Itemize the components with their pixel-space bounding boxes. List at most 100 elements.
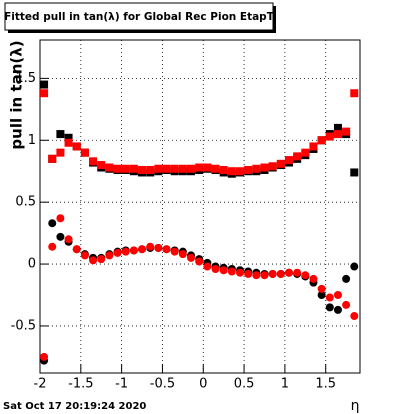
marker — [236, 268, 244, 277]
marker — [72, 142, 81, 151]
marker — [121, 247, 130, 256]
marker — [325, 303, 334, 312]
marker — [80, 251, 89, 260]
marker — [333, 305, 342, 314]
marker — [301, 271, 310, 280]
marker — [48, 242, 57, 251]
marker — [333, 291, 342, 300]
marker — [350, 89, 359, 98]
y-tick-label: 0 — [28, 257, 36, 272]
title-box — [4, 2, 274, 31]
title-shadow — [273, 6, 276, 33]
marker — [236, 167, 244, 176]
marker — [301, 148, 310, 157]
marker — [293, 152, 302, 161]
y-axis-label: pull in tan(λ) — [8, 40, 26, 149]
marker — [64, 235, 73, 244]
x-tick-label: 1 — [281, 377, 289, 392]
marker — [40, 89, 49, 98]
marker — [252, 164, 261, 173]
marker — [317, 291, 326, 300]
marker — [342, 300, 351, 309]
marker — [317, 284, 326, 293]
marker — [211, 164, 220, 173]
marker — [105, 163, 114, 172]
marker — [227, 167, 236, 176]
marker — [227, 267, 236, 276]
x-tick-label: -0.5 — [150, 377, 175, 392]
marker — [89, 157, 98, 166]
marker — [284, 268, 293, 277]
marker — [325, 132, 334, 141]
marker — [219, 165, 228, 174]
marker — [260, 163, 269, 172]
marker — [293, 268, 302, 277]
marker — [113, 248, 122, 257]
marker — [244, 165, 253, 174]
y-tick-label: 0.5 — [15, 195, 36, 210]
plot-frame — [39, 39, 361, 374]
y-tick-label: 1 — [28, 133, 36, 148]
marker — [187, 253, 196, 262]
marker — [80, 148, 89, 157]
marker — [342, 274, 351, 283]
title-shadow — [8, 30, 276, 33]
marker — [268, 162, 277, 171]
marker — [162, 164, 171, 173]
marker — [64, 138, 73, 147]
marker — [129, 246, 138, 255]
marker — [309, 274, 318, 283]
marker — [187, 164, 196, 173]
marker — [268, 269, 277, 278]
x-tick-label: -2 — [34, 377, 47, 392]
marker — [56, 130, 65, 139]
marker — [40, 80, 49, 89]
marker — [170, 164, 179, 173]
marker — [195, 163, 204, 172]
marker — [178, 250, 187, 259]
marker — [244, 269, 253, 278]
marker — [252, 271, 261, 280]
marker — [97, 161, 106, 170]
marker — [48, 154, 57, 163]
marker — [56, 148, 65, 157]
marker — [333, 123, 342, 132]
y-tick-label: 1.5 — [15, 71, 36, 86]
marker — [56, 214, 65, 223]
marker — [276, 269, 285, 278]
marker — [325, 293, 334, 302]
marker — [154, 164, 163, 173]
marker — [162, 245, 171, 254]
marker — [154, 243, 163, 252]
marker — [219, 266, 228, 275]
marker — [121, 164, 130, 173]
x-tick-label: 0.5 — [234, 377, 255, 392]
marker — [129, 164, 138, 173]
x-tick-label: 0 — [199, 377, 207, 392]
x-tick-label: -1.5 — [68, 377, 93, 392]
marker — [40, 352, 49, 361]
marker — [89, 256, 98, 265]
marker — [350, 312, 359, 321]
footer-date: Sat Oct 17 20:19:24 2020 — [3, 401, 146, 412]
x-axis-label: η — [351, 398, 360, 414]
marker — [105, 251, 114, 260]
marker — [342, 127, 351, 136]
y-tick-label: -0.5 — [11, 318, 36, 333]
marker — [350, 168, 359, 177]
x-tick-label: -1 — [115, 377, 128, 392]
marker — [146, 165, 155, 174]
marker — [350, 262, 359, 271]
marker — [317, 136, 326, 145]
marker — [178, 164, 187, 173]
marker — [284, 156, 293, 165]
marker — [113, 164, 122, 173]
marker — [309, 142, 318, 151]
marker — [333, 130, 342, 139]
marker — [195, 257, 204, 266]
marker — [146, 242, 155, 251]
x-tick-label: 1.5 — [315, 377, 336, 392]
chart-title: Fitted pull in tan(λ) for Global Rec Pio… — [4, 11, 275, 23]
marker — [48, 219, 57, 228]
